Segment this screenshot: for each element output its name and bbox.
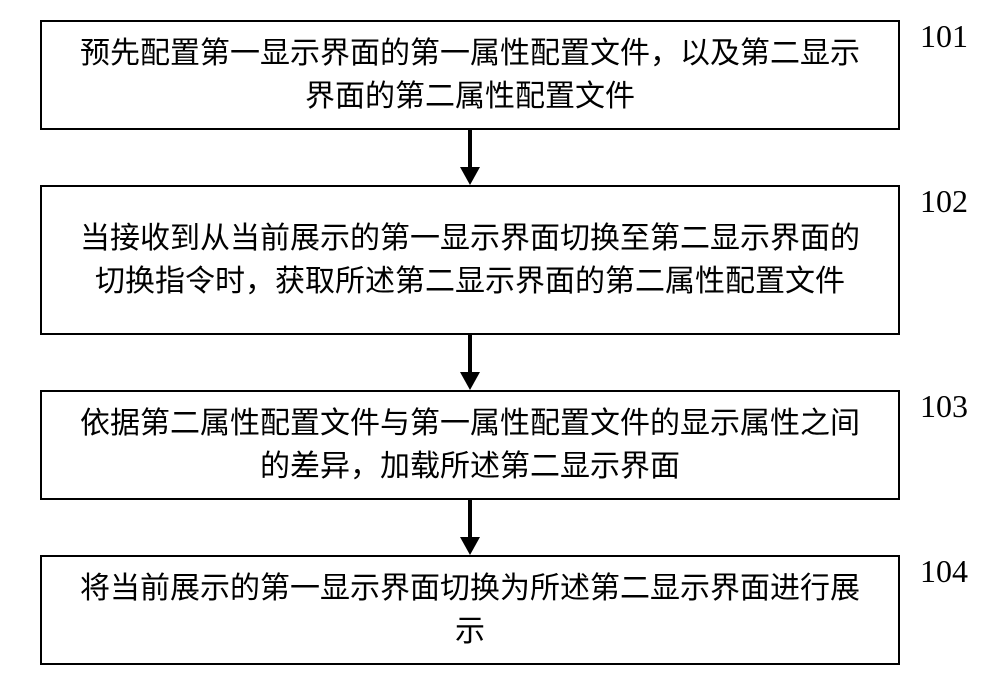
flow-node-3: 依据第二属性配置文件与第一属性配置文件的显示属性之间的差异，加载所述第二显示界面 xyxy=(40,390,900,500)
flow-label-4: 104 xyxy=(920,553,968,590)
flow-label-2: 102 xyxy=(920,183,968,220)
arrow-2-line xyxy=(468,335,472,372)
flow-label-3: 103 xyxy=(920,388,968,425)
flow-node-4-text: 将当前展示的第一显示界面切换为所述第二显示界面进行展示 xyxy=(72,567,868,654)
arrow-3-head xyxy=(460,537,480,555)
flow-node-4: 将当前展示的第一显示界面切换为所述第二显示界面进行展示 xyxy=(40,555,900,665)
flow-node-1: 预先配置第一显示界面的第一属性配置文件，以及第二显示界面的第二属性配置文件 xyxy=(40,20,900,130)
arrow-1-line xyxy=(468,130,472,167)
arrow-3-line xyxy=(468,500,472,537)
flow-label-1: 101 xyxy=(920,18,968,55)
flow-node-3-text: 依据第二属性配置文件与第一属性配置文件的显示属性之间的差异，加载所述第二显示界面 xyxy=(72,402,868,489)
flow-node-2-text: 当接收到从当前展示的第一显示界面切换至第二显示界面的切换指令时，获取所述第二显示… xyxy=(72,217,868,304)
arrow-2-head xyxy=(460,372,480,390)
arrow-1-head xyxy=(460,167,480,185)
flowchart-canvas: 预先配置第一显示界面的第一属性配置文件，以及第二显示界面的第二属性配置文件 10… xyxy=(0,0,1000,677)
flow-node-2: 当接收到从当前展示的第一显示界面切换至第二显示界面的切换指令时，获取所述第二显示… xyxy=(40,185,900,335)
flow-node-1-text: 预先配置第一显示界面的第一属性配置文件，以及第二显示界面的第二属性配置文件 xyxy=(72,32,868,119)
